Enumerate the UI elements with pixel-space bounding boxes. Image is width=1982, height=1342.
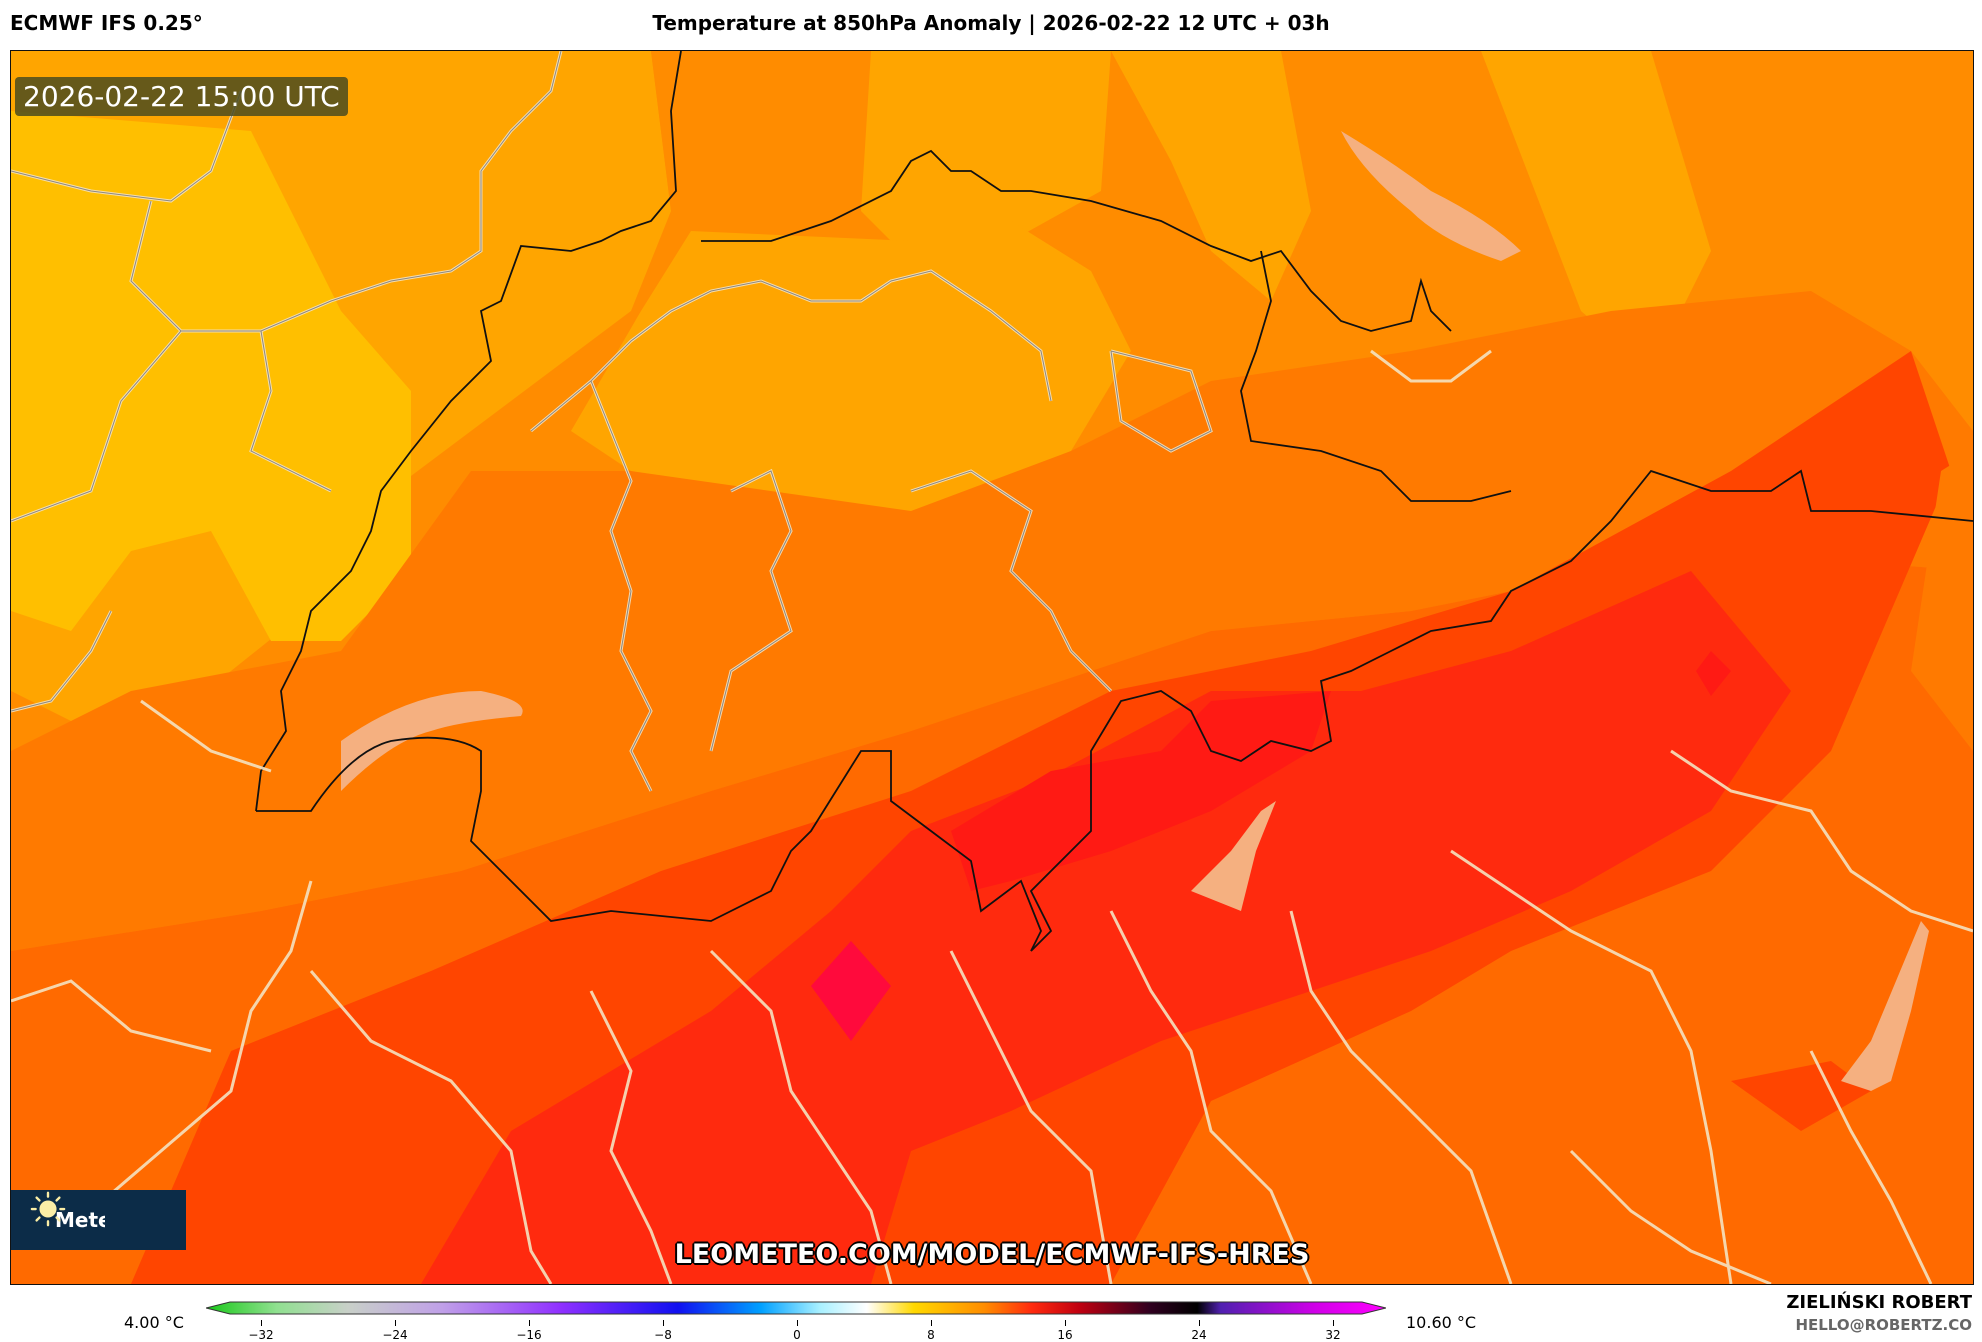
tick-label: −32 [248,1328,274,1342]
tick-label: 32 [1325,1328,1341,1342]
logo-text: Meteo [55,1208,105,1232]
author-email: HELLO@ROBERTZ.CO [1795,1316,1972,1334]
model-label: ECMWF IFS 0.25° [10,11,203,35]
tick-label: 16 [1057,1328,1073,1342]
sun-icon [30,1191,66,1227]
colorbar-ticks: −32 −24 −16 −8 0 8 16 24 32 [0,1320,1982,1342]
author-credit: ZIELIŃSKI ROBERT HELLO@ROBERTZ.CO [1786,1292,1972,1334]
tick-label: −8 [654,1328,672,1342]
tick-label: 24 [1191,1328,1207,1342]
map-panel: 2026-02-22 15:00 UTC Meteo LEOMETEO.COM/… [10,50,1974,1285]
tick-label: −16 [516,1328,542,1342]
chart-title: Temperature at 850hPa Anomaly | 2026-02-… [652,11,1330,35]
colorbar-max-label: 10.60 °C [1406,1313,1477,1332]
source-watermark: LEOMETEO.COM/MODEL/ECMWF-IFS-HRES [674,1239,1310,1270]
tick-label: 8 [927,1328,935,1342]
tick-label: −24 [382,1328,408,1342]
temperature-anomaly-field [11,51,1973,1284]
colorbar [206,1301,1386,1315]
author-name: ZIELIŃSKI ROBERT [1786,1292,1972,1313]
meteo-logo[interactable]: Meteo [11,1190,186,1250]
valid-time-badge: 2026-02-22 15:00 UTC [15,77,348,116]
colorbar-min-label: 4.00 °C [124,1313,184,1332]
tick-label: 0 [793,1328,801,1342]
